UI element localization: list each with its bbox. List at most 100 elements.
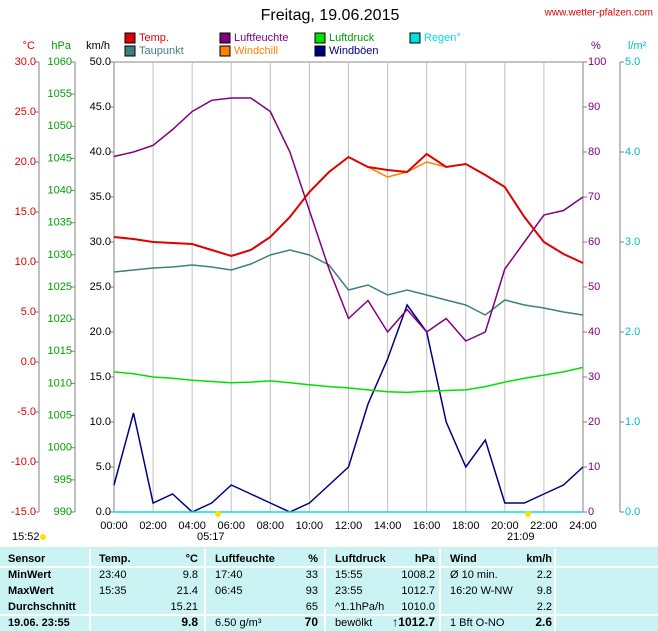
table-header: Luftfeuchte xyxy=(215,553,275,565)
table-cell: 17:40 xyxy=(215,569,243,581)
y-tick-label: 995 xyxy=(54,474,72,486)
table-cell: 70 xyxy=(305,615,319,629)
y-tick-label: 4.0 xyxy=(625,146,640,158)
table-cell: Durchschnitt xyxy=(8,601,76,613)
table-cell: 9.8 xyxy=(183,569,198,581)
legend-label: Taupunkt xyxy=(139,45,184,57)
y-tick-label: 0 xyxy=(588,506,594,518)
x-tick-label: 12:00 xyxy=(335,520,363,532)
sun-marker xyxy=(215,511,221,517)
legend-label: Regen° xyxy=(424,32,461,44)
table-cell: 65 xyxy=(306,601,318,613)
y-tick-label: 10.0 xyxy=(15,256,36,268)
y-tick-label: 25.0 xyxy=(15,106,36,118)
y-tick-label: 1040 xyxy=(48,184,72,196)
y-tick-label: 50 xyxy=(588,281,600,293)
table-cell: 6.50 g/m³ xyxy=(215,617,262,629)
axis-unit: °C xyxy=(23,40,35,52)
legend-swatch xyxy=(409,32,421,44)
table-cell: 23:40 xyxy=(99,569,127,581)
y-tick-label: 10.0 xyxy=(90,416,111,428)
table-cell: 16:20 W-NW xyxy=(450,585,513,597)
y-tick-label: 1000 xyxy=(48,442,72,454)
table-cell: 15:35 xyxy=(99,585,127,597)
x-tick-label: 20:00 xyxy=(491,520,519,532)
table-cell: 2.2 xyxy=(537,569,552,581)
y-tick-label: 15.0 xyxy=(90,371,111,383)
y-tick-label: 990 xyxy=(54,506,72,518)
x-tick-label: 24:00 xyxy=(569,520,597,532)
x-tick-label: 22:00 xyxy=(530,520,558,532)
y-tick-label: 1050 xyxy=(48,120,72,132)
legend-swatch xyxy=(314,32,326,44)
legend-swatch xyxy=(219,32,231,44)
axis-unit: l/m² xyxy=(628,40,647,52)
x-tick-label: 08:00 xyxy=(257,520,285,532)
table-cell: ↑1012.7 xyxy=(392,615,435,629)
table-cell: 21.4 xyxy=(177,585,198,597)
table-cell: 19.06. 23:55 xyxy=(8,617,70,629)
y-tick-label: 100 xyxy=(588,56,606,68)
table-header: Wind xyxy=(450,553,477,565)
axis-unit: % xyxy=(591,40,601,52)
x-tick-label: 00:00 xyxy=(100,520,128,532)
y-tick-label: 1010 xyxy=(48,377,72,389)
y-tick-label: 20 xyxy=(588,416,600,428)
y-tick-label: 50.0 xyxy=(90,56,111,68)
table-cell: 1010.0 xyxy=(401,601,435,613)
y-tick-label: 0.0 xyxy=(625,506,640,518)
y-tick-label: -10.0 xyxy=(11,456,36,468)
legend-label: Windchill xyxy=(234,45,278,57)
y-tick-label: -5.0 xyxy=(17,406,36,418)
legend-label: Luftfeuchte xyxy=(234,32,288,44)
y-tick-label: 30.0 xyxy=(15,56,36,68)
y-tick-label: 0.0 xyxy=(21,356,36,368)
y-tick-label: 1025 xyxy=(48,281,72,293)
site-url: www.wetter-pfalzen.com xyxy=(544,8,653,19)
table-header: % xyxy=(308,553,318,565)
y-tick-label: 1060 xyxy=(48,56,72,68)
y-tick-label: 40.0 xyxy=(90,146,111,158)
time-annotation: 05:17 xyxy=(197,531,225,543)
x-tick-label: 10:00 xyxy=(296,520,324,532)
table-cell: 15:55 xyxy=(335,569,363,581)
y-tick-label: 1020 xyxy=(48,313,72,325)
x-tick-label: 04:00 xyxy=(178,520,206,532)
axis-unit: hPa xyxy=(51,40,71,52)
table-cell: MinWert xyxy=(8,569,52,581)
y-tick-label: 2.0 xyxy=(625,326,640,338)
y-tick-label: 90 xyxy=(588,101,600,113)
y-tick-label: 30.0 xyxy=(90,236,111,248)
table-cell: 1012.7 xyxy=(401,585,435,597)
table-cell: 9.8 xyxy=(181,615,198,629)
legend-swatch xyxy=(314,45,326,57)
time-annotation: 15:52 xyxy=(12,531,40,543)
y-tick-label: 60 xyxy=(588,236,600,248)
y-tick-label: 1030 xyxy=(48,249,72,261)
legend-label: Temp. xyxy=(139,32,169,44)
table-header: Luftdruck xyxy=(335,553,387,565)
x-tick-label: 06:00 xyxy=(217,520,245,532)
table-cell: 9.8 xyxy=(537,585,552,597)
y-tick-label: 1.0 xyxy=(625,416,640,428)
y-tick-label: 45.0 xyxy=(90,101,111,113)
legend-label: Windböen xyxy=(329,45,379,57)
y-tick-label: 5.0 xyxy=(625,56,640,68)
table-cell: bewölkt xyxy=(335,617,372,629)
table-cell: MaxWert xyxy=(8,585,54,597)
legend-label: Luftdruck xyxy=(329,32,375,44)
series-line xyxy=(113,366,584,394)
y-tick-label: -15.0 xyxy=(11,506,36,518)
y-tick-label: 10 xyxy=(588,461,600,473)
y-tick-label: 1055 xyxy=(48,88,72,100)
y-tick-label: 30 xyxy=(588,371,600,383)
y-tick-label: 5.0 xyxy=(96,461,111,473)
y-tick-label: 80 xyxy=(588,146,600,158)
y-tick-label: 70 xyxy=(588,191,600,203)
y-tick-label: 5.0 xyxy=(21,306,36,318)
table-cell: 1008.2 xyxy=(401,569,435,581)
y-tick-label: 20.0 xyxy=(15,156,36,168)
table-cell: 2.6 xyxy=(535,615,552,629)
table-cell: 1 Bft O-NO xyxy=(450,617,505,629)
